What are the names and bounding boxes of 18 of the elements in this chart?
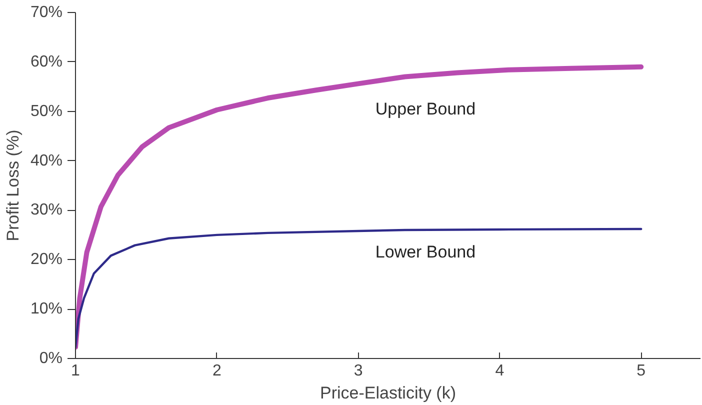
x-tick-label: 1 (71, 362, 80, 380)
x-tick-label: 3 (354, 362, 363, 380)
series-label: Lower Bound (375, 242, 476, 262)
y-tick-label: 30% (30, 202, 63, 219)
y-tick-label: 10% (30, 300, 63, 318)
y-tick-label: 70% (30, 4, 63, 21)
x-axis-title: Price-Elasticity (k) (320, 384, 456, 402)
y-axis-title: Profit Loss (%) (3, 130, 22, 242)
y-tick-label: 20% (30, 251, 63, 268)
y-tick-label: 0% (39, 350, 62, 367)
x-tick-label: 4 (495, 362, 504, 380)
y-tick-label: 40% (30, 152, 63, 170)
line-series (76, 228, 642, 348)
y-tick-label: 60% (30, 53, 63, 70)
x-tick-label: 5 (636, 362, 646, 380)
y-tick-label: 50% (30, 102, 63, 120)
series-label: Upper Bound (375, 99, 476, 118)
x-tick-label: 2 (212, 362, 222, 380)
